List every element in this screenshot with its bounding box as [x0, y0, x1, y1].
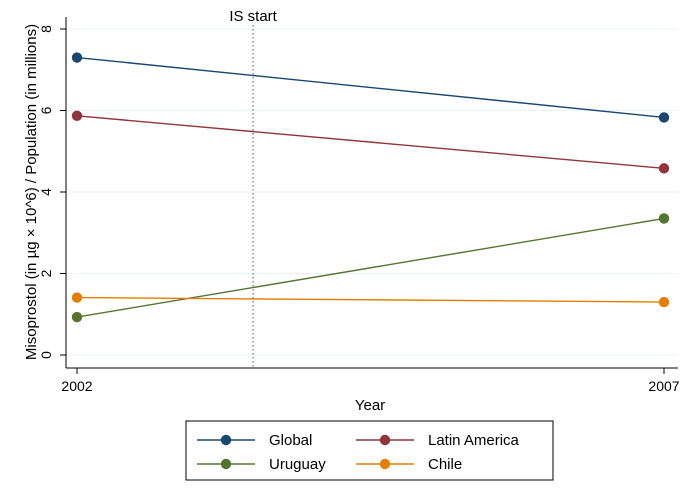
- y-axis-title: Misoprostol (in µg × 10^6) / Population …: [23, 24, 40, 360]
- legend-label: Latin America: [428, 432, 520, 449]
- annotation-label: IS start: [229, 8, 277, 25]
- legend-item: Uruguay: [197, 456, 326, 473]
- legend-marker: [220, 458, 232, 470]
- y-axis-ticks: 0 2 4 6 8: [38, 25, 66, 359]
- data-point: [658, 112, 670, 123]
- x-axis-ticks: 2002 2007: [61, 368, 680, 394]
- legend-label: Global: [269, 432, 312, 449]
- legend-box: [185, 420, 554, 481]
- y-tick-label: 2: [38, 269, 54, 277]
- y-tick-label: 0: [38, 351, 54, 359]
- series-global: [71, 52, 670, 123]
- data-point: [71, 292, 83, 303]
- x-axis-title: Year: [355, 397, 385, 414]
- data-point: [658, 163, 670, 174]
- data-point: [658, 296, 670, 308]
- series-latin-america: [71, 110, 670, 174]
- legend-item: Latin America: [356, 432, 520, 449]
- x-tick-label: 2007: [648, 378, 679, 394]
- y-tick-label: 4: [38, 188, 54, 196]
- legend-marker: [379, 458, 391, 470]
- data-point: [71, 110, 83, 121]
- series-group: [71, 52, 670, 323]
- series-line: [76, 296, 665, 303]
- data-point: [71, 311, 83, 323]
- legend-marker: [220, 434, 232, 446]
- x-tick-label: 2002: [61, 378, 92, 394]
- series-line: [76, 115, 665, 170]
- y-tick-label: 6: [38, 106, 54, 114]
- legend: Global Latin America Uruguay Chile: [197, 432, 520, 473]
- legend-label: Chile: [428, 456, 462, 473]
- legend-item: Chile: [356, 456, 462, 473]
- series-line: [76, 217, 665, 318]
- series-uruguay: [71, 213, 670, 323]
- data-point: [658, 213, 670, 224]
- legend-marker: [379, 434, 391, 446]
- y-tick-label: 8: [38, 25, 54, 33]
- annotations: IS start: [229, 8, 278, 368]
- data-point: [71, 52, 83, 63]
- series-line: [76, 56, 665, 119]
- gridlines: [66, 28, 678, 356]
- legend-label: Uruguay: [269, 456, 326, 473]
- series-chile: [71, 292, 670, 308]
- legend-item: Global: [197, 432, 312, 449]
